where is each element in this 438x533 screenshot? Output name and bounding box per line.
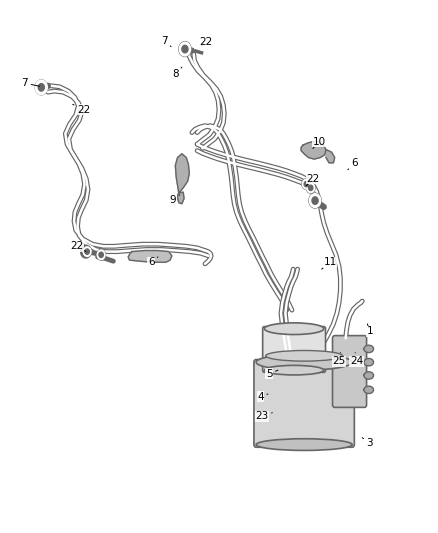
FancyBboxPatch shape: [332, 336, 367, 407]
FancyBboxPatch shape: [254, 360, 354, 447]
Ellipse shape: [265, 366, 324, 375]
Ellipse shape: [266, 351, 343, 361]
Circle shape: [308, 185, 313, 190]
Ellipse shape: [364, 345, 374, 353]
Circle shape: [35, 80, 47, 94]
Circle shape: [81, 245, 91, 258]
Text: 10: 10: [313, 136, 326, 149]
Circle shape: [99, 252, 103, 257]
Text: 3: 3: [362, 438, 373, 448]
Ellipse shape: [364, 386, 374, 393]
Circle shape: [304, 181, 308, 187]
Circle shape: [97, 249, 106, 260]
Circle shape: [306, 182, 315, 193]
Circle shape: [38, 84, 44, 91]
Text: 24: 24: [350, 353, 363, 366]
Text: 7: 7: [21, 78, 39, 88]
Text: 22: 22: [71, 241, 86, 252]
Text: 5: 5: [266, 369, 278, 379]
Text: 22: 22: [73, 104, 90, 115]
Text: 7: 7: [161, 36, 171, 47]
Circle shape: [302, 179, 311, 189]
Text: 6: 6: [348, 158, 358, 169]
Text: 1: 1: [366, 324, 373, 336]
Circle shape: [309, 193, 321, 208]
Text: 22: 22: [199, 37, 212, 47]
Text: 8: 8: [172, 67, 182, 79]
Circle shape: [97, 250, 105, 260]
Circle shape: [182, 45, 188, 53]
Polygon shape: [326, 150, 335, 163]
Ellipse shape: [364, 372, 374, 379]
Ellipse shape: [256, 354, 352, 370]
Circle shape: [83, 246, 92, 257]
Circle shape: [83, 247, 91, 256]
Text: 25: 25: [332, 353, 346, 366]
Circle shape: [312, 197, 318, 204]
Polygon shape: [301, 142, 326, 159]
Circle shape: [309, 193, 321, 207]
Polygon shape: [128, 251, 172, 262]
Text: 22: 22: [306, 174, 319, 185]
Text: 23: 23: [255, 411, 272, 422]
FancyBboxPatch shape: [263, 327, 325, 372]
Circle shape: [302, 179, 310, 189]
Text: 9: 9: [170, 195, 180, 205]
Circle shape: [179, 42, 191, 56]
Text: 6: 6: [148, 257, 158, 267]
Circle shape: [179, 42, 191, 56]
Polygon shape: [175, 154, 189, 193]
Text: 4: 4: [257, 392, 268, 402]
Ellipse shape: [265, 323, 324, 335]
Ellipse shape: [256, 439, 352, 450]
Circle shape: [85, 249, 89, 254]
Text: 11: 11: [321, 257, 337, 269]
Circle shape: [307, 183, 314, 192]
Polygon shape: [177, 192, 184, 204]
Ellipse shape: [364, 359, 374, 366]
Circle shape: [35, 80, 47, 95]
